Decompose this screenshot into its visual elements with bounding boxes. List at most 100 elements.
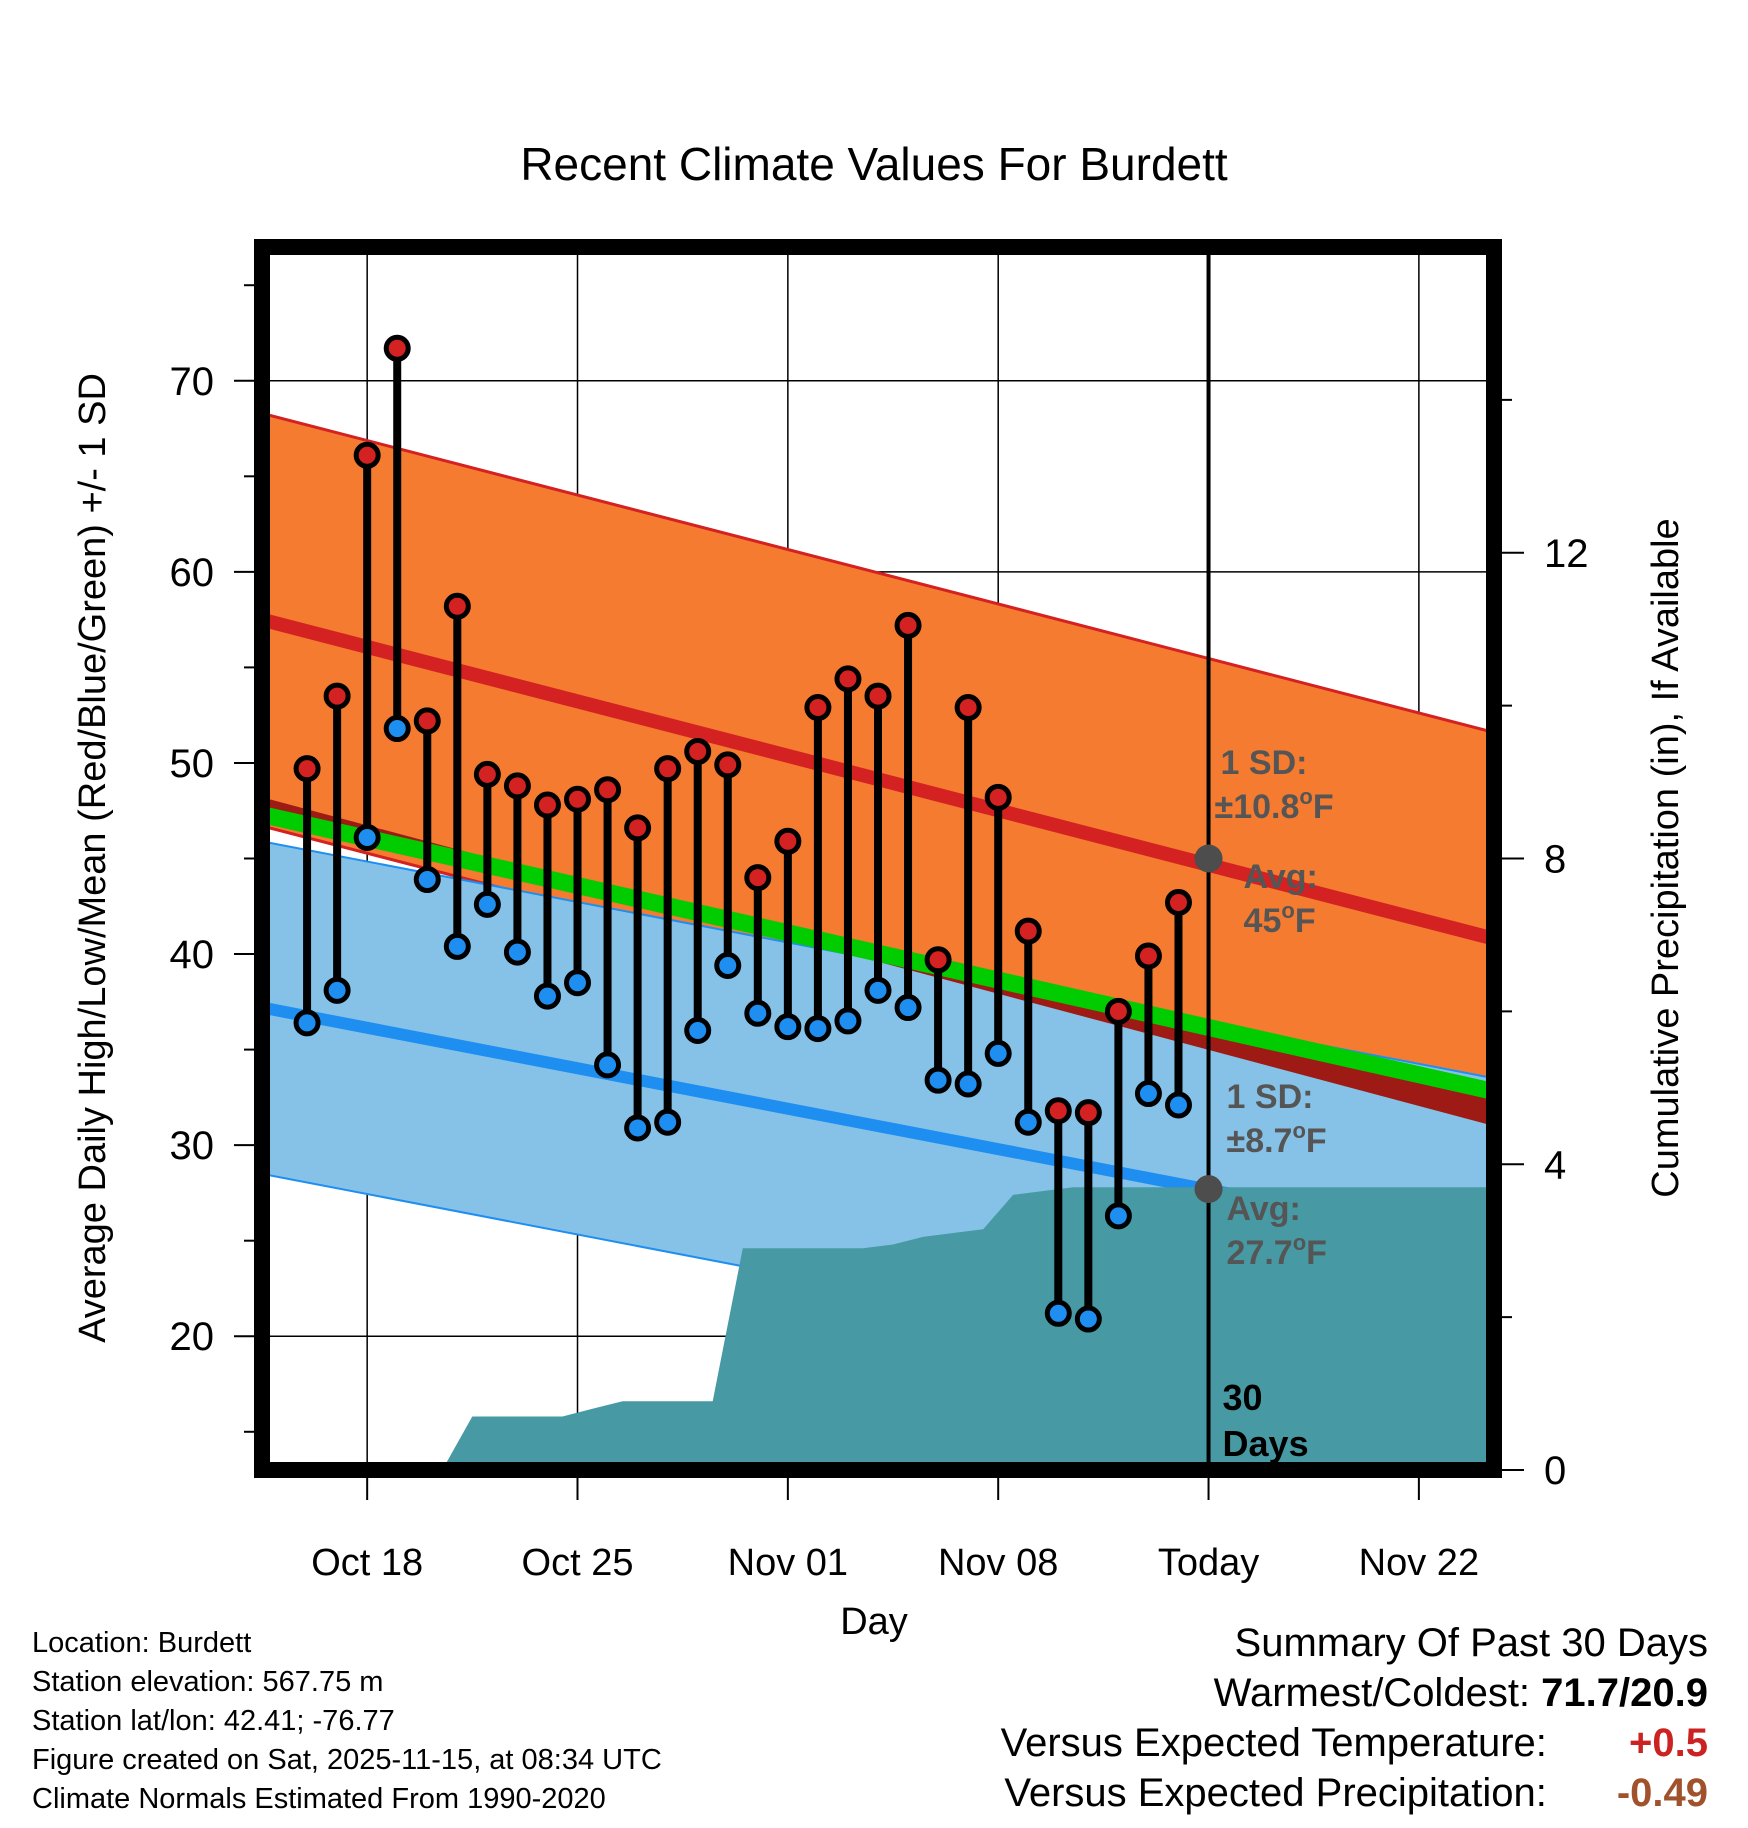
- high-marker: [834, 665, 862, 693]
- low-sd-label: 1 SD:: [1227, 1078, 1314, 1116]
- low-marker: [1044, 1299, 1072, 1327]
- y-right-tick-label: 4: [1544, 1143, 1566, 1187]
- high-marker: [1134, 942, 1162, 970]
- high-marker: [293, 755, 321, 783]
- high-avg-label: Avg:: [1244, 858, 1318, 896]
- high-marker: [564, 785, 592, 813]
- high-marker: [744, 864, 772, 892]
- low-avg-marker: [1194, 1175, 1223, 1204]
- high-marker: [443, 592, 471, 620]
- low-marker: [473, 890, 501, 918]
- low-marker: [624, 1114, 652, 1142]
- high-marker: [323, 682, 351, 710]
- low-marker: [1104, 1202, 1132, 1230]
- low-marker: [503, 938, 531, 966]
- low-avg-label: Avg:: [1227, 1190, 1301, 1228]
- high-marker: [624, 814, 652, 842]
- high-marker: [984, 783, 1012, 811]
- warm-cold-label: Warmest/Coldest:: [1213, 1671, 1531, 1715]
- temp-value: +0.5: [1629, 1721, 1708, 1765]
- precip-area: [262, 1187, 1494, 1470]
- y-axis-label-left: Average Daily High/Low/Mean (Red/Blue/Gr…: [72, 373, 114, 1343]
- high-marker: [1104, 997, 1132, 1025]
- low-marker: [654, 1108, 682, 1136]
- y-right-tick-label: 12: [1544, 532, 1589, 576]
- low-marker: [984, 1039, 1012, 1067]
- high-marker: [383, 334, 411, 362]
- low-marker: [804, 1015, 832, 1043]
- y-tick-label: 60: [170, 551, 215, 595]
- low-marker: [744, 999, 772, 1027]
- low-marker: [594, 1051, 622, 1079]
- y-axis-label-right: Cumulative Precipitation (in), If Availa…: [1645, 518, 1687, 1197]
- low-marker: [353, 823, 381, 851]
- summary-temp-row: Versus Expected Temperature: +0.5: [1001, 1718, 1708, 1768]
- low-marker: [443, 932, 471, 960]
- high-marker: [533, 791, 561, 819]
- low-marker: [564, 969, 592, 997]
- low-marker: [383, 715, 411, 743]
- precip-value: -0.49: [1616, 1771, 1708, 1815]
- y-tick-label: 50: [170, 742, 215, 786]
- high-marker: [353, 441, 381, 469]
- high-marker: [924, 946, 952, 974]
- summary-panel: Summary Of Past 30 Days Warmest/Coldest:…: [1001, 1618, 1708, 1818]
- summary-precip-row: Versus Expected Precipitation: -0.49: [1001, 1768, 1708, 1818]
- x-tick-label: Oct 18: [311, 1542, 423, 1584]
- y-right-tick-label: 8: [1544, 838, 1566, 882]
- x-tick-label: Oct 25: [522, 1542, 634, 1584]
- low-marker: [1014, 1108, 1042, 1136]
- high-marker: [774, 827, 802, 855]
- high-marker: [1074, 1099, 1102, 1127]
- high-marker: [954, 694, 982, 722]
- high-marker: [894, 611, 922, 639]
- low-avg-value: 27.7oF: [1227, 1230, 1327, 1272]
- temp-label: Versus Expected Temperature:: [1000, 1721, 1547, 1765]
- high-marker: [714, 751, 742, 779]
- high-sd-value: ±10.8oF: [1215, 784, 1334, 826]
- precip-label: Versus Expected Precipitation:: [1004, 1771, 1547, 1815]
- low-sd-value: ±8.7oF: [1227, 1118, 1327, 1160]
- y-tick-label: 40: [170, 933, 215, 977]
- summary-warm-cold-row: Warmest/Coldest: 71.7/20.9: [1001, 1668, 1708, 1718]
- y-tick-label: 30: [170, 1124, 215, 1168]
- x-tick-label: Nov 01: [728, 1542, 848, 1584]
- high-marker: [473, 760, 501, 788]
- info-latlon: Station lat/lon: 42.41; -76.77: [32, 1705, 395, 1737]
- info-created: Figure created on Sat, 2025-11-15, at 08…: [32, 1744, 662, 1776]
- low-marker: [1134, 1080, 1162, 1108]
- days-unit-label: Days: [1223, 1423, 1309, 1464]
- low-marker: [834, 1007, 862, 1035]
- x-tick-label: Nov 22: [1359, 1542, 1479, 1584]
- warm-cold-value: 71.7/20.9: [1541, 1671, 1708, 1715]
- high-marker: [1014, 917, 1042, 945]
- x-tick-label: Today: [1158, 1542, 1259, 1584]
- low-marker: [1074, 1305, 1102, 1333]
- high-marker: [864, 682, 892, 710]
- y-tick-label: 70: [170, 360, 215, 404]
- high-marker: [594, 776, 622, 804]
- info-normals: Climate Normals Estimated From 1990-2020: [32, 1783, 606, 1815]
- low-marker: [323, 976, 351, 1004]
- high-marker: [654, 755, 682, 783]
- high-avg-marker: [1194, 844, 1223, 873]
- low-marker: [894, 994, 922, 1022]
- low-marker: [714, 952, 742, 980]
- low-marker: [413, 866, 441, 894]
- summary-title: Summary Of Past 30 Days: [1234, 1621, 1708, 1665]
- info-elevation: Station elevation: 567.75 m: [32, 1666, 384, 1698]
- x-tick-label: Nov 08: [938, 1542, 1058, 1584]
- plot-frame: [254, 239, 1502, 1478]
- chart-title: Recent Climate Values For Burdett: [520, 138, 1228, 190]
- high-marker: [1164, 888, 1192, 916]
- x-axis-label: Day: [840, 1601, 908, 1643]
- low-marker: [533, 982, 561, 1010]
- high-avg-value: 45oF: [1244, 898, 1316, 940]
- info-location: Location: Burdett: [32, 1627, 252, 1659]
- high-sd-label: 1 SD:: [1221, 744, 1308, 782]
- high-marker: [503, 772, 531, 800]
- low-marker: [1164, 1091, 1192, 1119]
- high-marker: [804, 694, 832, 722]
- days-count-label: 30: [1223, 1377, 1263, 1418]
